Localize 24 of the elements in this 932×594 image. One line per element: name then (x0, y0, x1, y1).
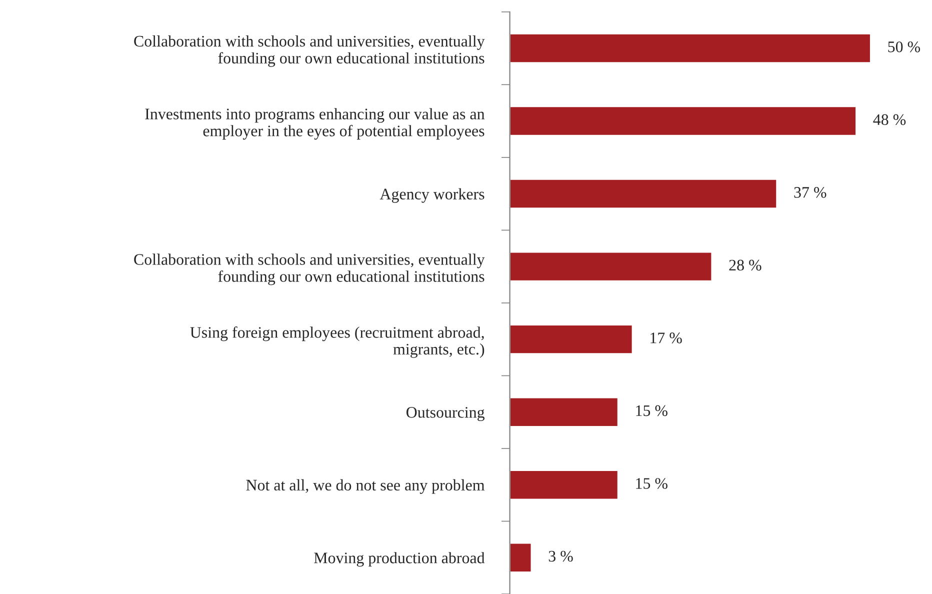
data-label: 15 % (636, 405, 668, 416)
data-label: 17 % (650, 332, 682, 344)
bar (510, 33, 872, 64)
data-label: 50 % (888, 41, 920, 52)
data-label: 28 % (729, 260, 762, 271)
y-tick-label: Collaboration with schools and universities, eventually founding our own educational institutions (134, 254, 485, 286)
y-tick-label: Investments into programs enhancing our value as an employer in the eyes of potential employees (145, 108, 485, 140)
y-tick-label: Outsourcing (406, 407, 484, 422)
bar (510, 470, 619, 500)
bar (510, 178, 778, 210)
data-label: 3 % (548, 550, 573, 562)
data-label: 15 % (636, 478, 668, 489)
y-tick-label: Using foreign employees (recruitment abroad, migrants, etc.) (190, 326, 484, 358)
y-tick-label: Collaboration with schools and universities, eventually founding our own educational institutions (134, 35, 485, 67)
data-label: 48 % (873, 114, 906, 126)
bar (510, 106, 857, 136)
y-tick-label: Agency workers (380, 188, 484, 203)
bar (510, 396, 619, 428)
data-label: 37 % (794, 187, 826, 198)
bar (510, 324, 634, 355)
bar (510, 251, 713, 282)
y-tick-label: Moving production abroad (314, 552, 485, 567)
y-tick-label: Not at all, we do not see any problem (246, 479, 485, 494)
bar (510, 542, 532, 573)
